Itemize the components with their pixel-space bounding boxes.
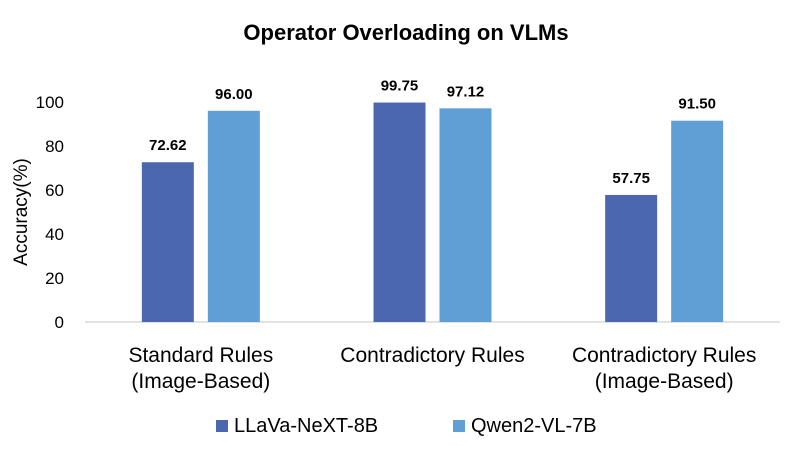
legend-swatch bbox=[453, 420, 465, 432]
data-label: 72.62 bbox=[149, 137, 187, 154]
bar bbox=[439, 108, 492, 322]
legend-label: Qwen2-VL-7B bbox=[471, 415, 597, 437]
x-category-label: Standard Rules bbox=[128, 344, 273, 367]
y-tick-label: 80 bbox=[45, 137, 64, 156]
bar bbox=[605, 194, 658, 322]
data-label: 97.12 bbox=[447, 83, 485, 100]
legend-label: LLaVa-NeXT-8B bbox=[234, 415, 378, 437]
y-axis-ticks: 0 20 40 60 80 100 bbox=[36, 93, 64, 332]
y-tick-label: 60 bbox=[45, 181, 64, 200]
y-tick-label: 0 bbox=[55, 313, 64, 332]
x-axis-categories: Standard Rules (Image-Based) Contradictory… bbox=[128, 344, 756, 393]
data-label: 99.75 bbox=[381, 78, 419, 95]
bar bbox=[671, 120, 724, 322]
x-category-label: (Image-Based) bbox=[131, 370, 270, 393]
data-labels: 72.62 96.00 99.75 97.12 57.75 91.50 bbox=[149, 78, 716, 187]
chart-title: Operator Overloading on VLMs bbox=[243, 20, 568, 45]
x-category-label: Contradictory Rules bbox=[340, 344, 524, 367]
bars bbox=[141, 102, 724, 322]
bar bbox=[141, 162, 194, 322]
y-tick-label: 40 bbox=[45, 225, 64, 244]
data-label: 91.50 bbox=[678, 96, 716, 113]
x-category-label: Contradictory Rules bbox=[572, 344, 756, 367]
bar bbox=[373, 102, 426, 322]
y-tick-label: 20 bbox=[45, 269, 64, 288]
legend-swatch bbox=[216, 420, 228, 432]
x-category-label: (Image-Based) bbox=[595, 370, 734, 393]
bar bbox=[207, 110, 260, 322]
data-label: 96.00 bbox=[215, 86, 253, 103]
y-tick-label: 100 bbox=[36, 93, 64, 112]
data-label: 57.75 bbox=[612, 170, 650, 187]
legend: LLaVa-NeXT-8B Qwen2-VL-7B bbox=[216, 415, 597, 437]
y-axis-label: Accuracy(%) bbox=[11, 158, 32, 266]
